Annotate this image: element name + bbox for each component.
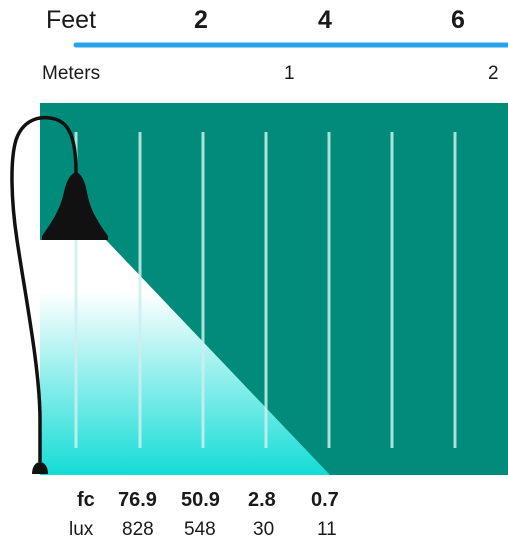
lamp-post-icon xyxy=(10,115,108,474)
fc-value: 76.9 xyxy=(118,489,157,511)
lux-value: 828 xyxy=(122,519,154,540)
light-cone xyxy=(40,240,330,475)
meter-tick-1: 1 xyxy=(284,63,295,84)
feet-label: Feet xyxy=(46,6,97,34)
fc-label: fc xyxy=(77,489,95,511)
lux-value: 30 xyxy=(253,519,275,540)
lux-label: lux xyxy=(69,519,94,540)
feet-tick-2: 2 xyxy=(194,6,208,34)
feet-tick-4: 4 xyxy=(318,6,332,34)
fc-value: 0.7 xyxy=(311,489,339,511)
feet-tick-6: 6 xyxy=(451,6,465,34)
fc-value: 50.9 xyxy=(181,489,220,511)
meters-label: Meters xyxy=(42,63,101,84)
lux-value: 548 xyxy=(184,519,216,540)
meter-tick-2: 2 xyxy=(488,63,499,84)
lux-value: 11 xyxy=(317,519,337,540)
fc-value: 2.8 xyxy=(248,489,276,511)
